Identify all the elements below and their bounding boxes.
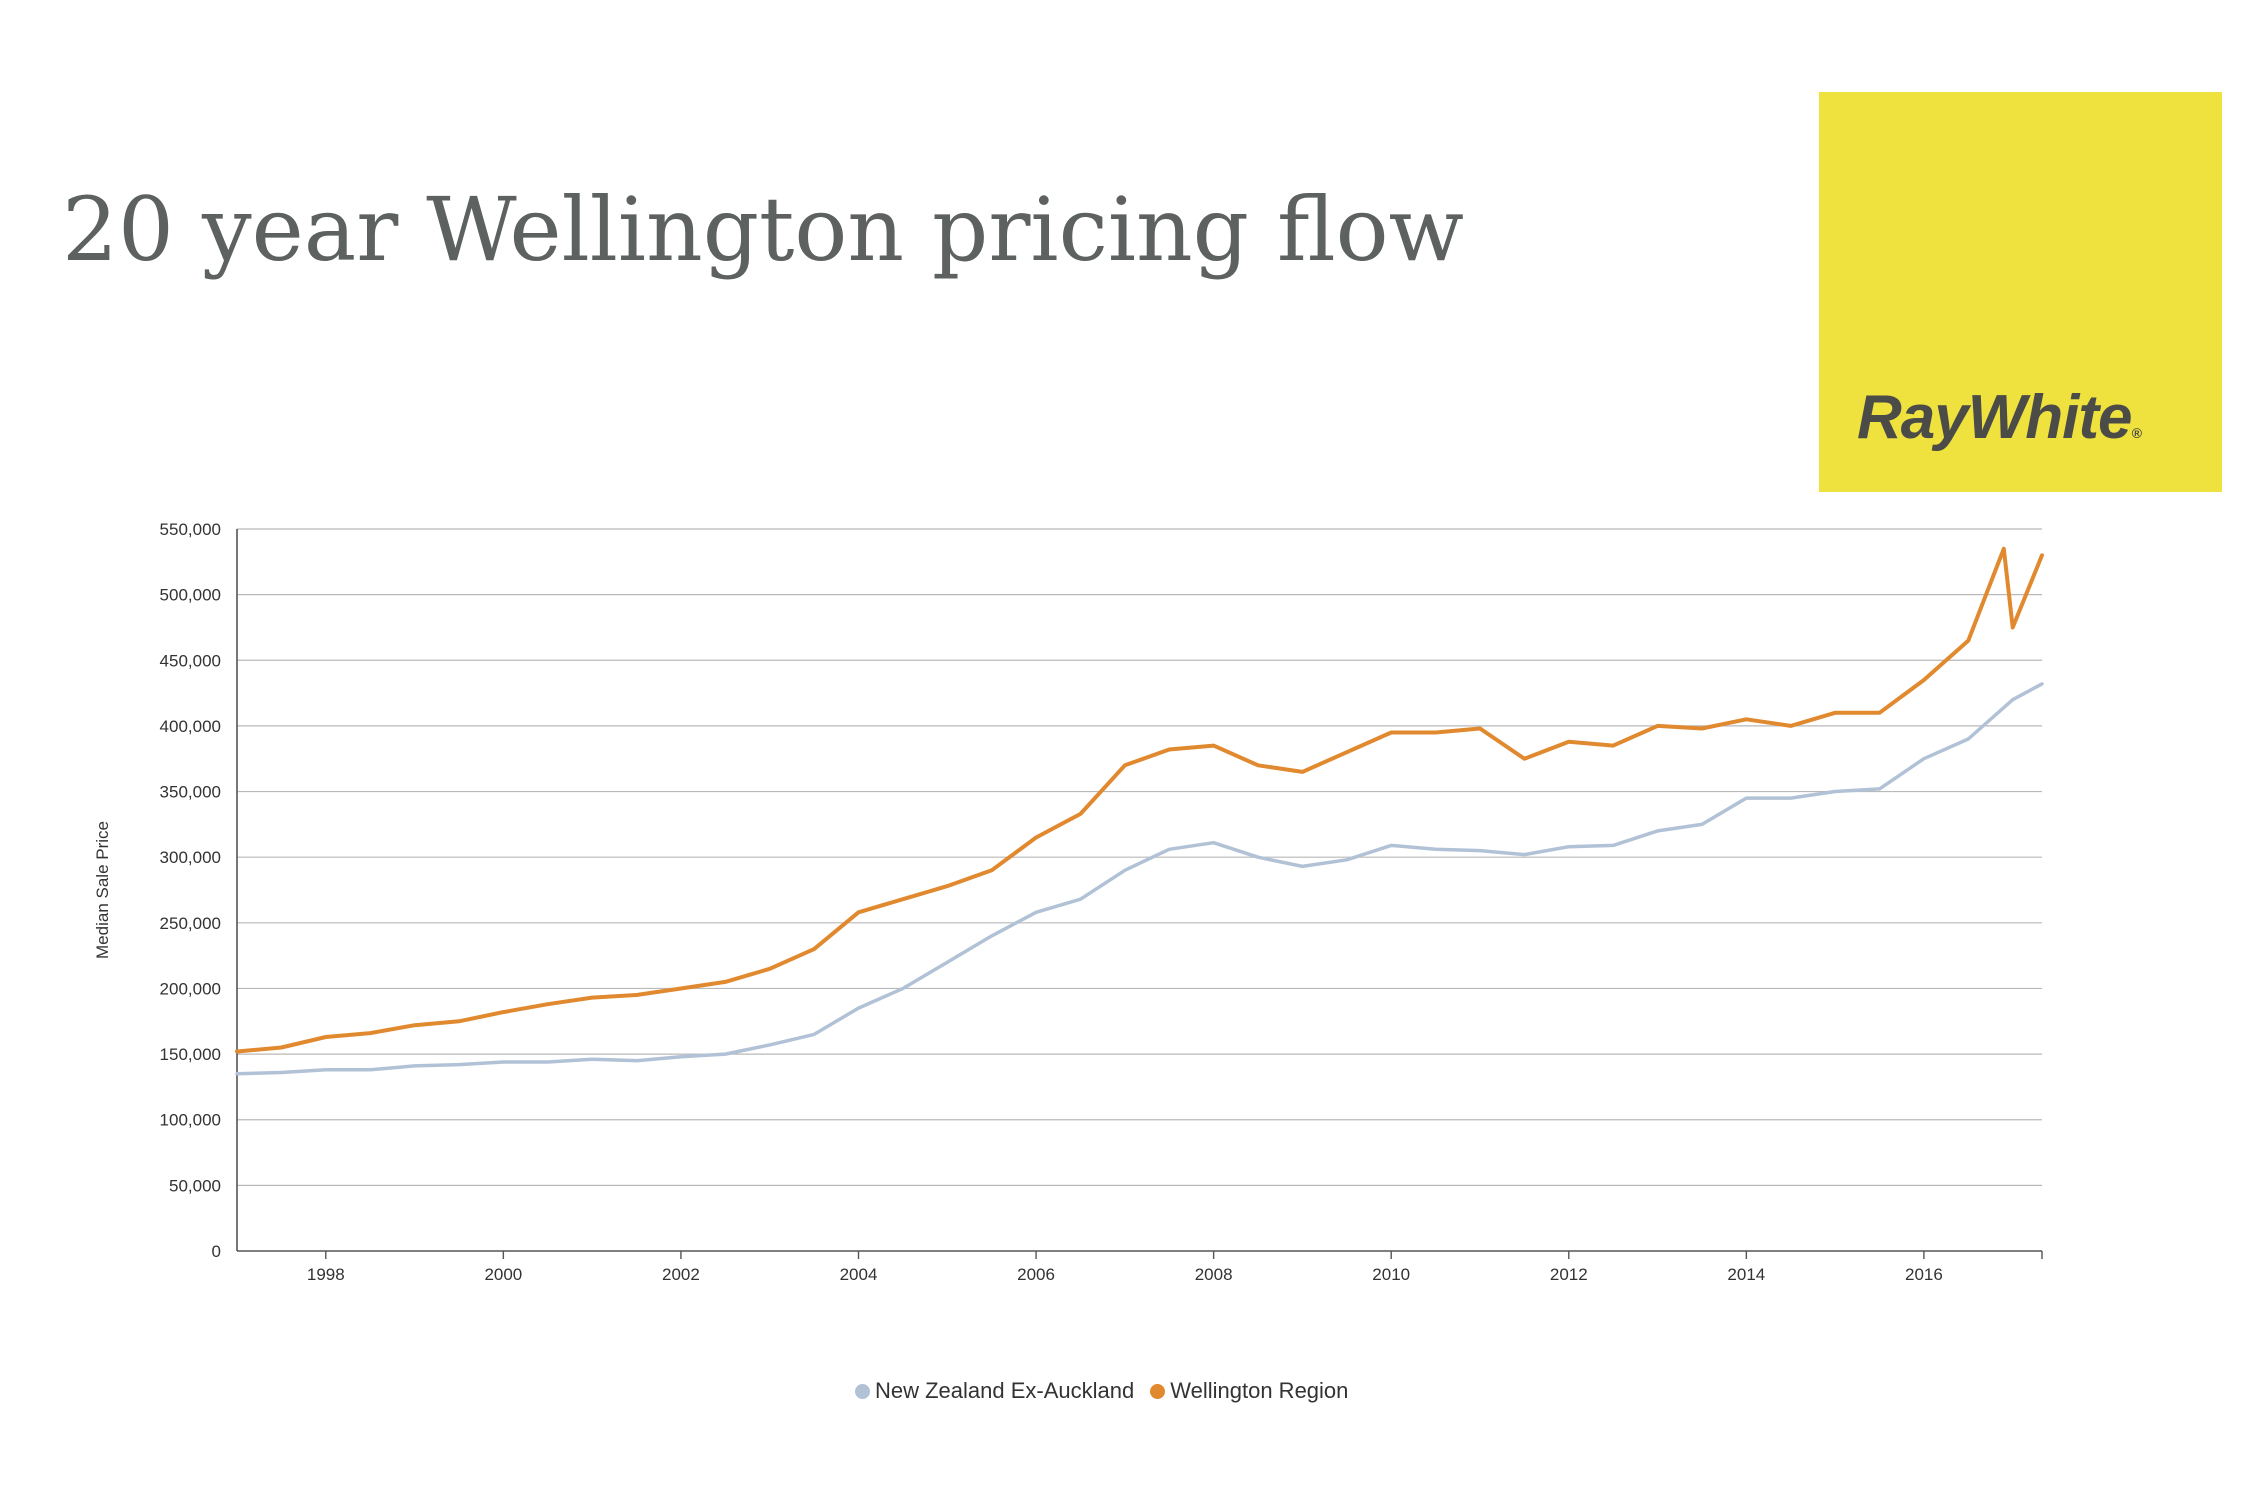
- legend-item-nz[interactable]: New Zealand Ex-Auckland: [855, 1378, 1134, 1404]
- y-tick-label: 300,000: [160, 848, 221, 867]
- x-tick-label: 2014: [1727, 1265, 1765, 1284]
- x-tick-label: 2010: [1372, 1265, 1410, 1284]
- legend-item-wellington[interactable]: Wellington Region: [1150, 1378, 1348, 1404]
- legend-dot-nz: [855, 1384, 870, 1399]
- x-tick-label: 2008: [1195, 1265, 1233, 1284]
- x-tick-label: 2002: [662, 1265, 700, 1284]
- legend-label-wellington: Wellington Region: [1170, 1378, 1349, 1403]
- chart-series: [235, 546, 2044, 1076]
- y-tick-label: 400,000: [160, 717, 221, 736]
- y-tick-label: 350,000: [160, 783, 221, 802]
- logo-registered-mark: ®: [2131, 425, 2141, 441]
- legend-dot-wellington: [1150, 1384, 1166, 1399]
- y-axis-label: Median Sale Price: [93, 821, 112, 959]
- y-tick-label: 200,000: [160, 979, 221, 998]
- y-tick-label: 500,000: [160, 586, 221, 605]
- series-line-nz-ex-auckland: [235, 682, 2044, 1076]
- chart-legend: New Zealand Ex-Auckland Wellington Region: [855, 1378, 1364, 1404]
- x-axis-ticks: 1998 2000 2002 2004 2006 2008 2010 2012 2014 2016: [307, 1251, 1943, 1284]
- y-tick-label: 0: [212, 1242, 221, 1261]
- legend-label-nz: New Zealand Ex-Auckland: [875, 1378, 1135, 1403]
- y-tick-label: 150,000: [160, 1045, 221, 1064]
- x-tick-label: 2004: [840, 1265, 878, 1284]
- x-tick-label: 2012: [1550, 1265, 1588, 1284]
- logo-wordmark: RayWhite®: [1857, 382, 2142, 453]
- x-tick-label: 2006: [1017, 1265, 1055, 1284]
- y-tick-label: 100,000: [160, 1111, 221, 1130]
- series-line-wellington: [235, 546, 2044, 1054]
- page-title: 20 year Wellington pricing flow: [62, 178, 1464, 281]
- chart-grid: [236, 528, 2043, 1259]
- x-tick-label: 2016: [1905, 1265, 1943, 1284]
- y-tick-label: 250,000: [160, 914, 221, 933]
- x-tick-label: 1998: [307, 1265, 345, 1284]
- x-tick-label: 2000: [484, 1265, 522, 1284]
- ray-white-logo: RayWhite®: [1819, 92, 2222, 492]
- y-tick-label: 550,000: [160, 520, 221, 539]
- y-tick-label: 450,000: [160, 651, 221, 670]
- y-tick-label: 50,000: [169, 1176, 221, 1195]
- y-axis-ticks: 0 50,000 100,000 150,000 200,000 250,000 300,0…: [160, 520, 221, 1261]
- logo-text: RayWhite: [1857, 383, 2132, 452]
